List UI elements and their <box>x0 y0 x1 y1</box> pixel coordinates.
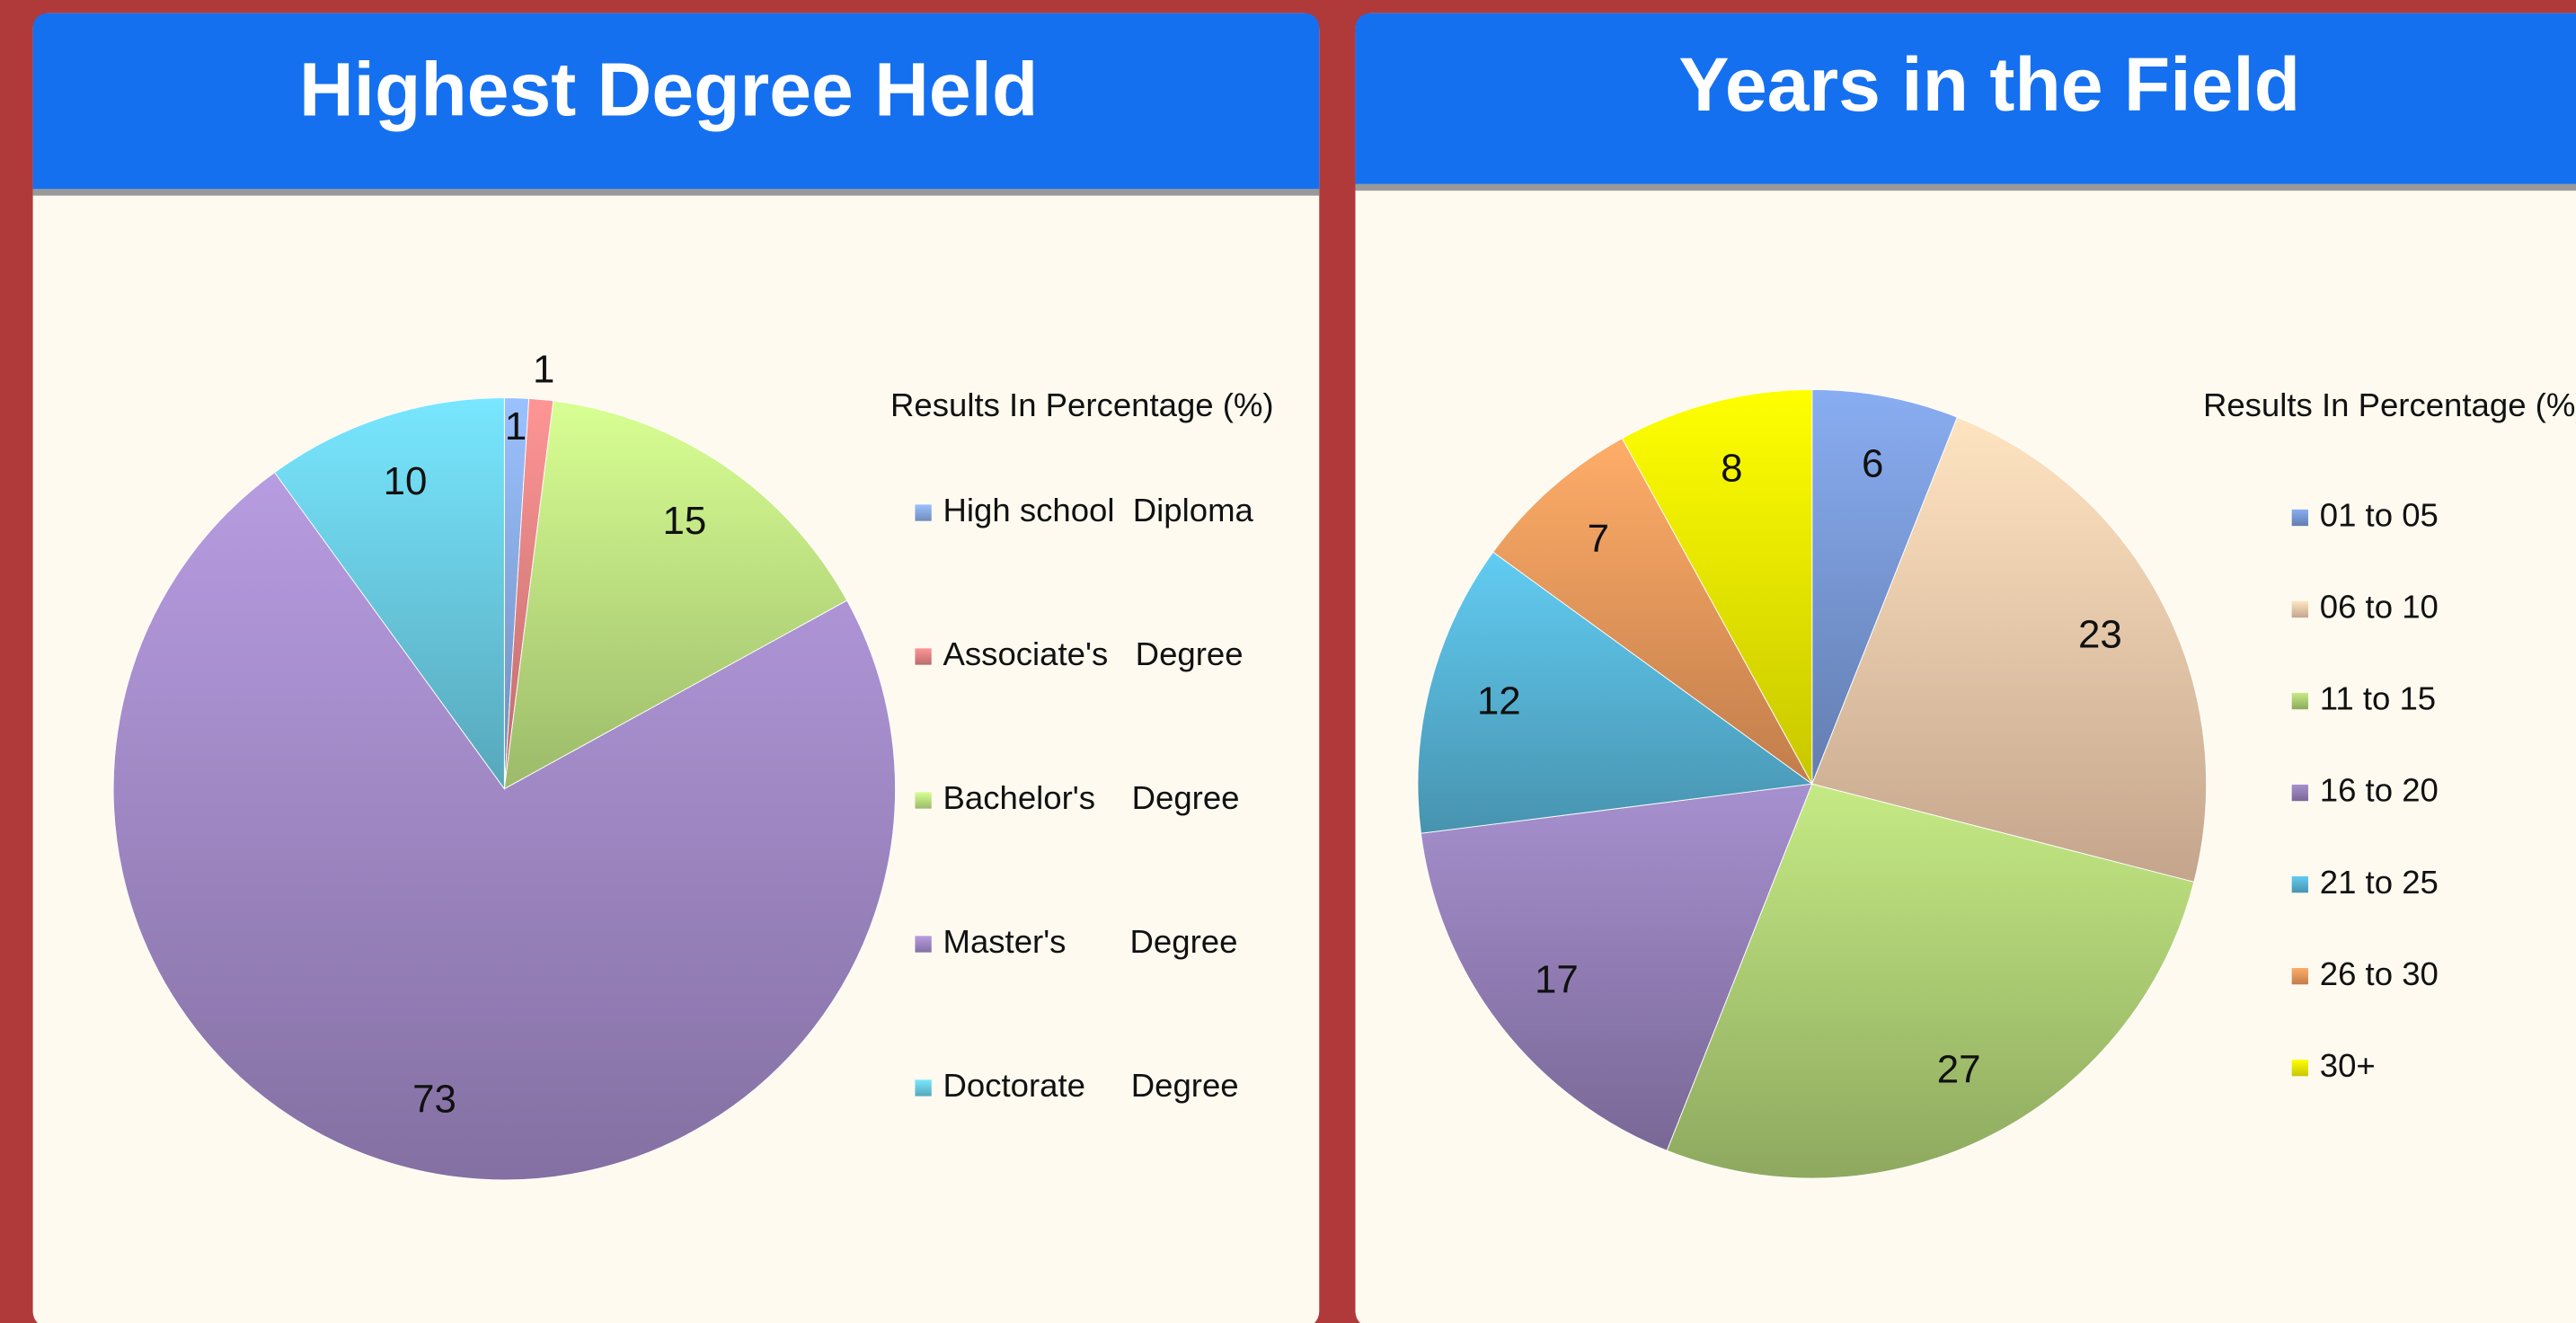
legend-label: Bachelor's Degree <box>943 779 1240 816</box>
pie-slice <box>1492 438 1813 785</box>
legend-swatch <box>915 1079 932 1097</box>
header-shadow <box>1355 183 2576 191</box>
pie-slice <box>1811 416 2207 883</box>
data-label: 1 <box>505 404 527 448</box>
legend-label: 01 to 05 <box>2320 497 2439 534</box>
legend-swatch <box>915 792 932 809</box>
data-label: 7 <box>1588 517 1609 561</box>
data-label: 17 <box>1535 957 1579 1001</box>
chart-title: Years in the Field <box>1678 42 2300 127</box>
legend-swatch <box>2291 509 2308 527</box>
legend-label: 16 to 20 <box>2320 772 2439 809</box>
panel-header <box>1355 13 2576 184</box>
legend-label: 26 to 30 <box>2320 955 2439 992</box>
data-label: 23 <box>2078 612 2122 656</box>
legend-swatch <box>915 936 932 953</box>
legend-swatch <box>915 648 932 665</box>
legend-label: 21 to 25 <box>2320 864 2439 901</box>
data-label: 15 <box>662 499 706 543</box>
pie-slice <box>1420 783 1813 1151</box>
data-label: 73 <box>412 1078 456 1122</box>
data-label: 10 <box>384 459 428 503</box>
legend-label: High school Diploma <box>943 492 1254 528</box>
legend-label: 30+ <box>2320 1047 2376 1084</box>
pie-slice <box>1621 388 1813 785</box>
panel-header <box>32 13 1320 190</box>
data-label: 1 <box>533 348 554 392</box>
legend-swatch <box>2291 692 2308 710</box>
legend-label: Master's Degree <box>943 923 1238 960</box>
pie-slice <box>1666 783 2195 1179</box>
legend-swatch <box>2291 968 2308 985</box>
data-label: 12 <box>1477 679 1521 723</box>
legend-label: 06 to 10 <box>2320 589 2439 626</box>
legend-label: 11 to 15 <box>2320 680 2436 717</box>
data-label: 27 <box>1937 1047 1981 1091</box>
pie-slice <box>1811 388 1958 785</box>
legend-label: Associate's Degree <box>943 635 1244 672</box>
legend-swatch <box>2291 1060 2308 1077</box>
pie-slice <box>112 472 896 1181</box>
pie-slice <box>273 397 505 791</box>
legend-title: Results In Percentage (%) <box>2203 386 2576 423</box>
legend-swatch <box>2291 875 2308 893</box>
legend-swatch <box>2291 784 2308 802</box>
pie-slice <box>503 400 848 790</box>
data-label: 8 <box>1721 446 1742 490</box>
header-shadow <box>32 189 1320 196</box>
legend-label: Doctorate Degree <box>943 1067 1239 1104</box>
data-label: 6 <box>1862 441 1883 485</box>
legend-swatch <box>915 504 932 521</box>
pie-slice <box>1417 551 1813 834</box>
chart-title: Highest Degree Held <box>299 47 1038 131</box>
legend-swatch <box>2291 600 2308 618</box>
legend-title: Results In Percentage (%) <box>890 386 1274 423</box>
